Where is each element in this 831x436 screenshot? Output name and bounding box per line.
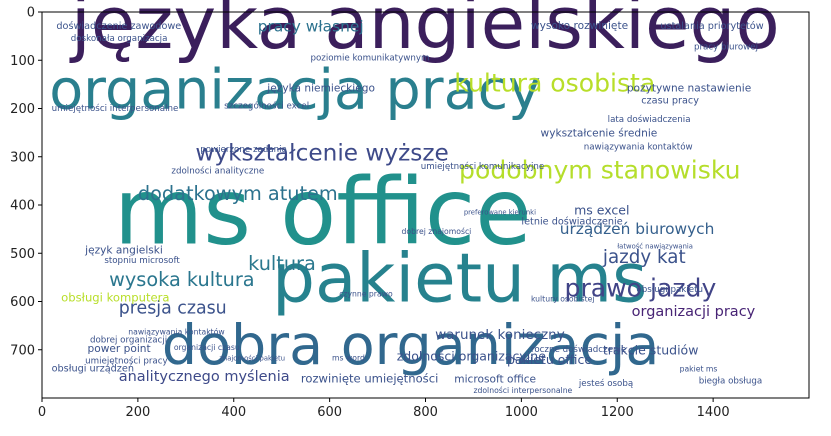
word-22: trakcie studiów	[603, 343, 699, 358]
word-1: organizacja pracy	[49, 58, 541, 123]
word-11: prawo jazdy	[565, 274, 717, 303]
x-tick-label-7: 1400	[697, 405, 730, 420]
word-42: wysoko rozwinięte	[531, 20, 628, 32]
word-43: ustalania priorytetów	[660, 20, 763, 32]
y-tick-label-7: 700	[10, 343, 35, 358]
word-58: czynne prawo	[339, 290, 393, 299]
y-tick-label-4: 400	[10, 199, 35, 214]
word-9: wysoka kultura	[109, 268, 254, 291]
word-56: organizacji czasu	[174, 343, 240, 352]
x-tick-label-0: 0	[38, 405, 46, 420]
word-39: pozytywne nastawienie	[627, 83, 751, 95]
word-35: nawiązywania kontaktów	[584, 142, 693, 153]
y-axis: 0 100 200 300 400 500 600 700	[10, 6, 42, 358]
x-tick-label-3: 600	[317, 405, 342, 420]
word-20: zdolności organizacyjne	[397, 348, 546, 363]
word-64: pakiet ms	[680, 364, 718, 373]
y-tick-label-2: 200	[10, 102, 35, 117]
word-0: języka angielskiego	[69, 0, 780, 66]
word-29: microsoft office	[454, 374, 536, 386]
x-axis: 0 200 400 600 800 1000 1200 1400	[38, 398, 730, 420]
word-23: kultura	[248, 252, 316, 275]
word-36: wykształcenie średnie	[541, 127, 658, 139]
word-16: pracy własnej	[258, 17, 364, 35]
word-10: presja czasu	[119, 299, 227, 319]
word-3: pakietu ms	[272, 239, 647, 318]
y-tick-label-0: 0	[27, 6, 35, 21]
word-61: łatwość nawiązywania	[617, 242, 693, 250]
word-6: podobnym stanowisku	[459, 155, 740, 184]
word-13: urządzeń biurowych	[560, 220, 715, 238]
y-tick-label-1: 100	[10, 54, 35, 69]
word-47: umiejętności interpersonalne	[52, 103, 179, 114]
word-34: letnie doświadczenie	[521, 215, 622, 227]
word-30: jesteś osobą	[578, 378, 633, 389]
word-49: umiejętności komunikacyjne	[421, 161, 545, 172]
word-57: znajomości pakietu	[219, 354, 285, 362]
word-19: warunek konieczny	[435, 327, 565, 343]
word-2: ms office	[114, 159, 532, 266]
x-tick-label-4: 800	[413, 405, 438, 420]
plot-area	[42, 12, 809, 398]
word-62: kultury osobistej	[531, 295, 595, 304]
word-46: języka niemieckiego	[266, 83, 375, 95]
word-41: doskonała organizacja	[71, 34, 168, 44]
word-14: organizacji pracy	[632, 304, 756, 320]
word-51: zdolności analityczne	[171, 166, 264, 177]
x-tick-label-6: 1200	[601, 405, 634, 420]
word-45: poziomie komunikatywnym	[310, 53, 429, 63]
y-tick-label-5: 500	[10, 247, 35, 262]
word-27: umiejętności pracy	[85, 355, 168, 366]
word-15: ms excel	[574, 203, 629, 218]
word-33: obsługi pakietu	[636, 285, 703, 295]
word-50: powierzone zadania	[200, 145, 287, 155]
word-12: jazdy kat	[602, 247, 686, 268]
word-60: preferowane kierunki	[464, 209, 536, 217]
word-18: rozwinięte umiejętności	[301, 372, 438, 386]
word-48: szczególności excel	[224, 101, 309, 112]
word-59: dobrej znajomości	[402, 227, 472, 236]
word-21: pakietu office	[507, 352, 592, 367]
y-tick-label-6: 600	[10, 295, 35, 310]
word-55: nawiązywania kontaktów	[128, 327, 224, 336]
y-tick-label-3: 300	[10, 150, 35, 165]
word-44: pracy biurowej	[694, 43, 758, 53]
word-37: lata doświadczenia	[608, 114, 691, 125]
word-17: analitycznego myślenia	[119, 369, 290, 385]
word-28: dobrej organizacji	[90, 336, 167, 346]
word-25: power point	[88, 343, 151, 355]
x-tick-label-2: 400	[221, 405, 246, 420]
word-63: zdolności interpersonalne	[473, 386, 572, 395]
word-40: doświadczenie zawodowe	[56, 20, 181, 32]
word-32: roczne doświadczenie	[531, 344, 626, 355]
word-38: czasu pracy	[641, 96, 699, 107]
word-8: dodatkowym atutem	[138, 182, 338, 205]
word-4: dobra organizacja	[162, 313, 660, 378]
word-53: obsługi komputera	[61, 291, 169, 305]
word-24: ms word	[332, 353, 365, 362]
x-tick-label-1: 200	[125, 405, 150, 420]
word-7: wykształcenie wyższe	[195, 140, 448, 167]
word-52: język angielski	[84, 244, 163, 256]
x-tick-label-5: 1000	[505, 405, 538, 420]
word-26: obsługi urządzeń	[52, 362, 134, 374]
word-54: stopniu microsoft	[104, 256, 180, 266]
word-31: biegła obsługa	[699, 377, 763, 387]
word-5: kultura osobista	[454, 69, 655, 98]
